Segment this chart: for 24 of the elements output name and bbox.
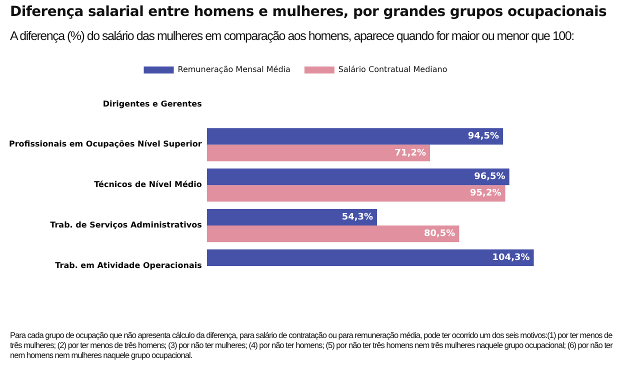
y-tick-label: Trab. de Serviços Administrativos [50,220,202,230]
y-tick-label: Trab. em Atividade Operacionais [55,261,202,270]
y-tick-label: Técnicos de Nível Médio [94,180,202,190]
bar [206,144,430,162]
bar [206,128,504,145]
y-tick-label: Dirigentes e Gerentes [102,99,202,108]
data-label: 54,3% [342,212,374,223]
data-label: 71,2% [394,148,426,158]
bar [206,249,534,266]
bar [206,168,510,186]
data-label: 94,5% [468,132,500,142]
bar [206,208,378,226]
bar [206,185,506,202]
chart-subtitle: A diferença (%) do salário das mulheres em comparação aos homens, aparece quando for maior ou menor que 100: [10,29,574,43]
bar [206,226,460,242]
data-label: 80,5% [424,229,456,240]
data-label: 96,5% [474,172,506,182]
chart-title: Diferença salarial entre homens e mulheres, por grandes grupos ocupacionais [10,4,608,20]
legend-label: Remuneração Mensal Média [178,65,291,74]
legend-label: Salário Contratual Mediano [338,65,448,74]
data-label: 104,3% [492,253,530,264]
data-label: 95,2% [470,188,502,199]
text: Para cada grupo de ocupação que não apresenta cálculo da diferença, para salário de contratação ou para remuneração média, pode ter ocorrido um dos seis motivos:(1) por ter menos de três mulheres; (2) por ter menos de três homens; (3) por não ter mulheres; (4) por não ter homens; (5) por não ter três homens nem três mulheres naquele grupo ocupacional; (6) por não ter nem homens nem mulheres naquele grupo ocupacional. [10,330,614,360]
y-tick-label: Profissionais em Ocupações Nível Superior [9,140,202,149]
